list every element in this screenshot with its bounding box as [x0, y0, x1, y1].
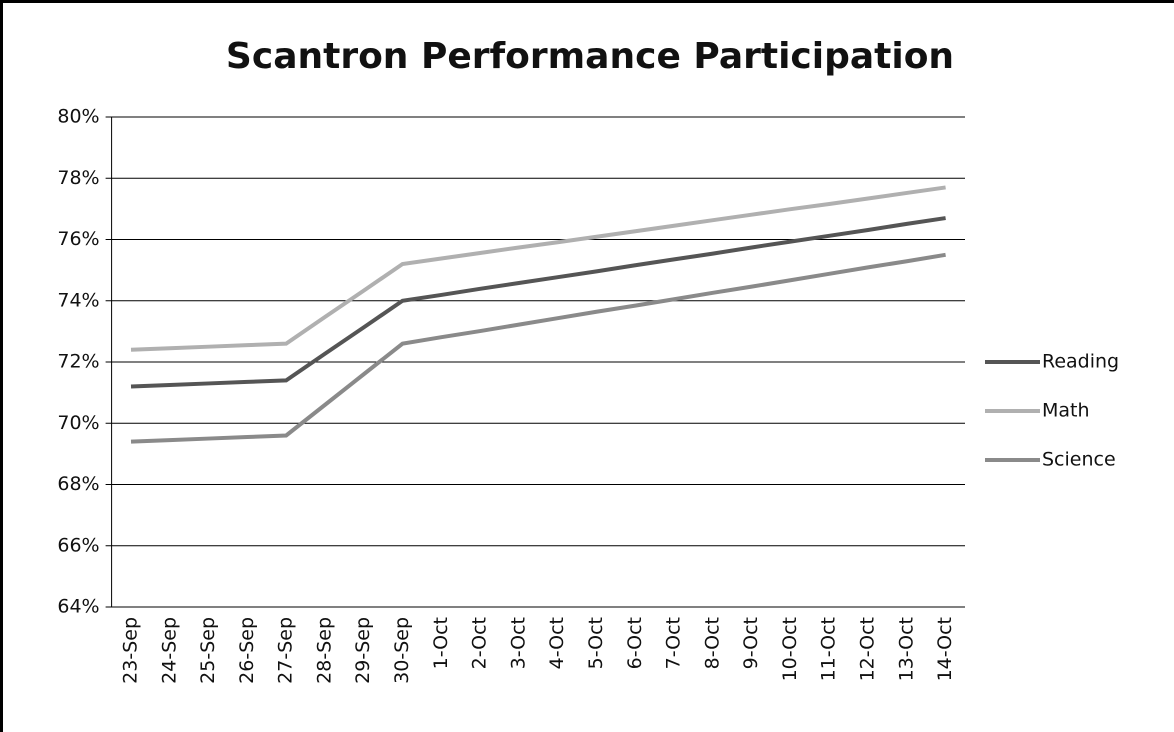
x-tick-label: 4-Oct	[546, 617, 568, 669]
y-tick-label: 66%	[57, 534, 99, 556]
y-tick-label: 68%	[57, 473, 99, 495]
x-tick-label: 9-Oct	[740, 617, 762, 669]
x-tick-label: 6-Oct	[624, 617, 646, 669]
y-tick-label: 70%	[57, 412, 99, 434]
x-tick-label: 1-Oct	[430, 617, 452, 669]
x-tick-label: 28-Sep	[313, 617, 335, 684]
y-tick-label: 76%	[57, 228, 99, 250]
y-tick-label: 78%	[57, 167, 99, 189]
series-line	[130, 252, 946, 444]
x-tick-label: 11-Oct	[818, 617, 840, 681]
legend-label: Reading	[1042, 351, 1119, 373]
legend-label: Math	[1042, 400, 1090, 422]
x-tick-label: 14-Oct	[934, 617, 956, 681]
x-tick-label: 29-Sep	[352, 617, 374, 684]
y-tick-label: 80%	[57, 106, 99, 128]
x-tick-label: 8-Oct	[701, 617, 723, 669]
x-tick-label: 10-Oct	[779, 617, 801, 681]
x-tick-label: 12-Oct	[857, 617, 879, 681]
x-tick-label: 5-Oct	[585, 617, 607, 669]
x-tick-label: 23-Sep	[119, 617, 141, 684]
legend-label: Science	[1042, 449, 1116, 471]
x-tick-label: 24-Sep	[158, 617, 180, 684]
y-tick-label: 72%	[57, 351, 99, 373]
y-tick-label: 64%	[57, 596, 99, 618]
chart-title: Scantron Performance Participation	[226, 36, 954, 77]
x-tick-label: 26-Sep	[236, 617, 258, 684]
x-tick-label: 13-Oct	[895, 617, 917, 681]
x-tick-label: 25-Sep	[197, 617, 219, 684]
x-tick-label: 27-Sep	[275, 617, 297, 684]
y-tick-label: 74%	[57, 289, 99, 311]
x-tick-label: 3-Oct	[507, 617, 529, 669]
x-tick-label: 30-Sep	[391, 617, 413, 684]
x-tick-label: 7-Oct	[663, 617, 685, 669]
x-tick-label: 2-Oct	[469, 617, 491, 669]
series-line	[130, 216, 946, 389]
series-line	[130, 185, 946, 352]
